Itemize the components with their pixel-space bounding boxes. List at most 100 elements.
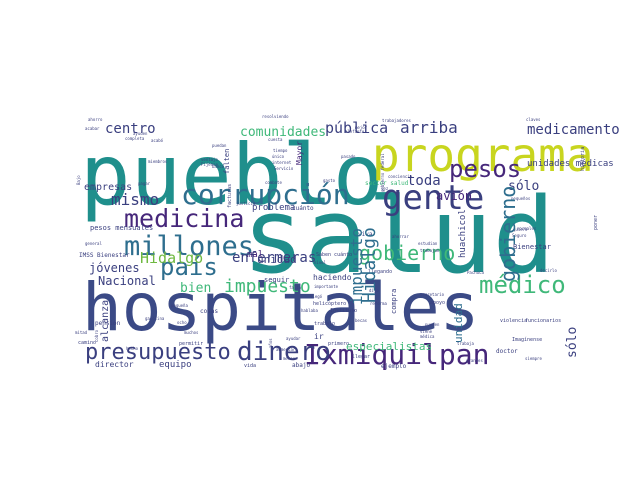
word-gasolina: pequeña: [171, 303, 188, 308]
word-pasado: quiero: [513, 227, 528, 232]
word-viva: ir: [314, 332, 324, 341]
word-menos: médica: [420, 334, 435, 339]
word-alcanza: viva: [358, 231, 373, 238]
word-dinero: dinero: [237, 337, 331, 367]
word-sector-salud: doctor: [496, 348, 518, 355]
word-seguir: haciendo: [313, 273, 352, 282]
word-pueblo: pueblo: [80, 126, 383, 224]
word-ixmiquilpan: Ixmiquilpan: [304, 338, 489, 371]
word-primero-rot: Mayor: [295, 141, 304, 165]
word-elefante: Seguro: [512, 233, 527, 238]
word-internet: mejor: [355, 125, 368, 130]
word-ocho: banco: [212, 164, 225, 169]
word-violencia: permitir: [179, 341, 203, 347]
word-mismo: comunidades: [240, 125, 326, 140]
word-general: justicia: [236, 201, 256, 206]
word-pesos-mensuales: ejemplo: [381, 363, 407, 370]
word-nuevo: puedan: [212, 143, 227, 148]
word-importante: ocho: [177, 320, 187, 325]
word-claves: tiempo: [273, 148, 288, 153]
word-huachicol: mal: [247, 250, 263, 260]
word-compra: ahorro: [88, 117, 103, 122]
word-resolviendo: gasto: [323, 178, 336, 183]
word-hablaba-rot: cobro: [94, 329, 99, 342]
word-cuanto: sector salud: [365, 180, 409, 187]
word-pachuca: dijo: [369, 288, 379, 293]
word-medico: médico: [479, 271, 566, 299]
word-nivel: pagar: [138, 181, 151, 186]
word-grandes: helicóptero: [313, 300, 346, 307]
word-llego: hecho: [126, 346, 139, 351]
word-ahorrar: grandes: [466, 358, 483, 363]
word-imss-bienestar: abajo: [292, 362, 310, 369]
word-falten-rot: alcanza: [100, 300, 111, 342]
word-presupuesto: presupuesto: [85, 340, 231, 365]
word-medicamento: centro: [105, 121, 156, 137]
word-normales: llegando: [368, 269, 392, 275]
word-unidad: bien: [180, 281, 211, 296]
word-practica: reforma: [370, 301, 387, 306]
word-unico: pasado: [341, 154, 356, 159]
word-medicina: medicina: [124, 204, 244, 233]
word-unidades-medicas: equipo: [159, 360, 192, 370]
word-ejemplo-rot: huachicol: [458, 209, 468, 258]
word-combate: trabajan: [420, 248, 440, 253]
word-trabajan-rot: historia: [580, 147, 586, 171]
word-gobierno-federal-rot: poner: [593, 215, 599, 230]
word-decirlo: secretario: [420, 292, 445, 297]
word-salir: falta: [289, 285, 302, 290]
word-democracia: viene: [420, 329, 433, 334]
word-tiempo: elefante: [345, 129, 365, 134]
word-estudian: siempre: [525, 356, 542, 361]
word-director: unidad: [257, 253, 297, 266]
word-enfermeras-rot: sólo: [565, 327, 580, 358]
word-pagar: claves: [526, 117, 541, 122]
word-honesto: Pachuca: [467, 270, 484, 275]
word-terminal: conciencia: [388, 174, 413, 179]
word-ventajo: único: [272, 154, 285, 159]
word-trabajadores: combate: [265, 180, 282, 185]
word-acabar: Servicio: [274, 166, 294, 171]
word-vida: cuánto: [292, 205, 314, 212]
word-especialistas: empresas: [84, 182, 132, 193]
word-cargo: menos: [283, 356, 296, 361]
word-camino: trabajo: [314, 321, 335, 327]
word-facturas: ayuden: [133, 131, 148, 136]
word-abajo: unidades médicas: [527, 158, 614, 169]
word-trabaja-rot: años: [268, 338, 273, 348]
word-jovenes: avión: [436, 189, 472, 203]
word-pais: país: [160, 253, 218, 281]
word-gobierno-rot: gobierno: [496, 186, 520, 282]
word-reforma: pueden: [425, 322, 440, 327]
word-helicoptero: vida: [244, 363, 256, 369]
word-doctor: Bienestar: [513, 243, 551, 251]
word-llegar: apoyo: [430, 300, 445, 306]
word-impuesto-rot: impuesto: [347, 228, 366, 305]
word-ayuden: internet: [272, 160, 292, 165]
word-secretario: muchos: [184, 330, 199, 335]
word-dirigentes: acabó: [151, 138, 164, 143]
word-comunidades: arriba: [400, 118, 458, 137]
word-bajo: mitad: [75, 330, 88, 335]
word-mejorar: aumentar: [276, 347, 296, 352]
word-millones: millones: [124, 231, 254, 262]
word-servicio: trabajadores: [382, 118, 411, 123]
word-historia: funcionarios: [525, 318, 561, 324]
word-seguro: Saben cuánto: [316, 251, 352, 258]
word-requisitos: becas: [355, 318, 368, 323]
word-llegando: camino: [78, 340, 96, 346]
word-arriba: gobierno: [359, 241, 455, 265]
word-hidalgo-rot: Hidalgo: [359, 227, 380, 303]
word-toda: pública: [325, 119, 388, 137]
word-bienestar: director: [95, 360, 134, 369]
word-avion: medicamento: [527, 122, 620, 138]
word-dijo: gasolina: [145, 316, 165, 321]
word-derechohabientes: vez: [381, 186, 389, 191]
word-imaginense: Instituto: [330, 308, 357, 314]
word-nacional: sólo: [508, 179, 539, 194]
word-mitad-rot: gobierno federal: [380, 153, 385, 192]
word-cuesta: resolviendo: [262, 114, 289, 119]
word-siempre: violencia: [500, 318, 527, 324]
word-bien: mismo: [111, 190, 159, 209]
